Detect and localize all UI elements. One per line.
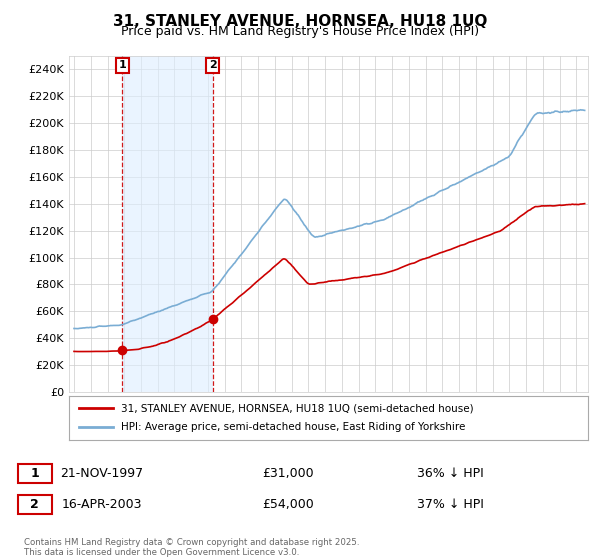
Text: 36% ↓ HPI: 36% ↓ HPI <box>416 467 484 480</box>
Text: 2: 2 <box>209 60 217 71</box>
Text: 1: 1 <box>31 467 39 480</box>
Text: £31,000: £31,000 <box>262 467 314 480</box>
Text: £54,000: £54,000 <box>262 498 314 511</box>
Text: HPI: Average price, semi-detached house, East Riding of Yorkshire: HPI: Average price, semi-detached house,… <box>121 422 465 432</box>
Text: 37% ↓ HPI: 37% ↓ HPI <box>416 498 484 511</box>
Text: 1: 1 <box>119 60 126 71</box>
Bar <box>122 56 213 392</box>
Text: 31, STANLEY AVENUE, HORNSEA, HU18 1UQ (semi-detached house): 31, STANLEY AVENUE, HORNSEA, HU18 1UQ (s… <box>121 403 473 413</box>
Text: Price paid vs. HM Land Registry's House Price Index (HPI): Price paid vs. HM Land Registry's House … <box>121 25 479 38</box>
Text: 21-NOV-1997: 21-NOV-1997 <box>61 467 143 480</box>
Text: 2: 2 <box>31 498 39 511</box>
Text: 31, STANLEY AVENUE, HORNSEA, HU18 1UQ: 31, STANLEY AVENUE, HORNSEA, HU18 1UQ <box>113 14 487 29</box>
Text: Contains HM Land Registry data © Crown copyright and database right 2025.
This d: Contains HM Land Registry data © Crown c… <box>24 538 359 557</box>
Text: 16-APR-2003: 16-APR-2003 <box>62 498 142 511</box>
